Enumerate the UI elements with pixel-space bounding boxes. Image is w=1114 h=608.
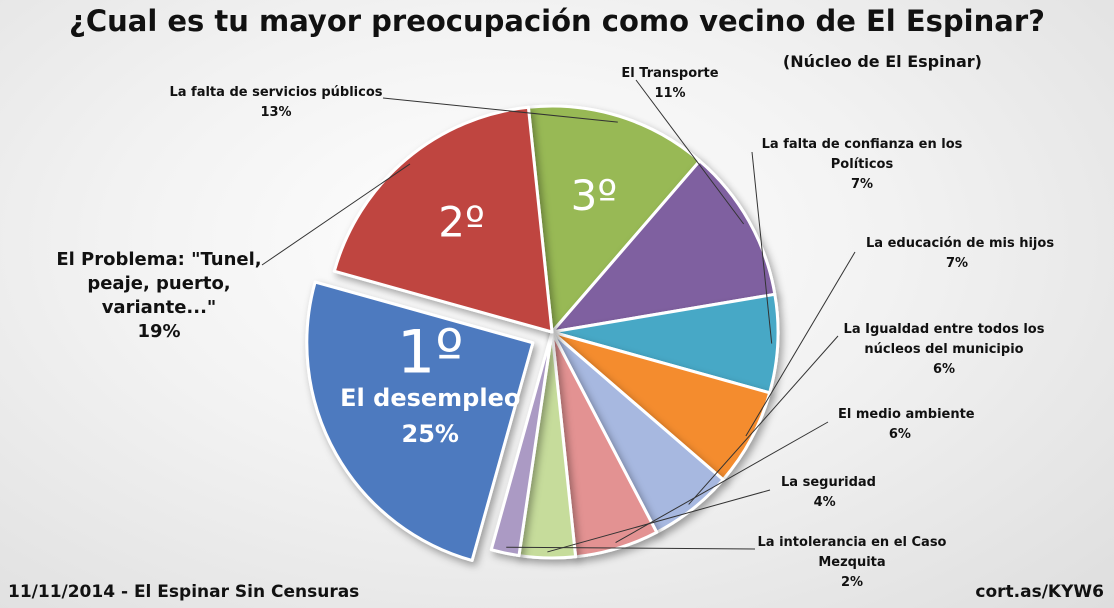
slice-rank-label: 1º: [397, 317, 463, 387]
slice-value-label: 6%: [933, 362, 955, 377]
slice-value-label: 2%: [841, 575, 863, 590]
slice-category-label: El Transporte: [621, 66, 718, 81]
slice-value-label: 13%: [260, 105, 291, 120]
leader-line: [261, 163, 411, 266]
leader-line: [688, 335, 839, 505]
slice-label: La falta de servicios públicos 13%: [169, 85, 382, 120]
leader-line: [382, 97, 618, 123]
leader-line: [506, 546, 756, 550]
slice-category-label: La falta de confianza en los: [762, 137, 963, 152]
leader-line: [751, 151, 773, 344]
slice-value-label: 19%: [137, 321, 180, 342]
slice-value-label: 7%: [851, 177, 873, 192]
slice-category-label: La intolerancia en el Caso: [758, 535, 947, 550]
slice-rank-label: 3º: [571, 171, 618, 220]
slice-label: El medio ambiente 6%: [838, 407, 975, 442]
slice-category-label: La falta de servicios públicos: [169, 85, 382, 100]
chart-title: ¿Cual es tu mayor preocupación como veci…: [69, 4, 1045, 38]
slice-category-label: La educación de mis hijos: [866, 236, 1054, 251]
leader-line: [615, 421, 829, 544]
slice-category-label: La Igualdad entre todos los: [844, 322, 1045, 337]
pie-slice-9: [332, 105, 554, 334]
slice-category-label: variante...": [102, 297, 217, 318]
footer-date-source: 11/11/2014 - El Espinar Sin Censuras: [8, 582, 360, 602]
slice-label: La seguridad 4%: [781, 475, 876, 510]
slice-value-label: 11%: [654, 86, 685, 101]
slice-category-label: El medio ambiente: [838, 407, 975, 422]
slice-category-label: Mezquita: [818, 555, 885, 570]
slice-value-label: 7%: [946, 256, 968, 271]
pie-slice-0: [526, 104, 702, 334]
pie-slice-1: [550, 159, 777, 334]
pie-slice-8: [305, 280, 535, 562]
slice-category-label: El Problema: "Tunel,: [56, 249, 261, 270]
chart-subtitle: (Núcleo de El Espinar): [782, 52, 982, 71]
slice-rank-label: 2º: [438, 197, 485, 246]
slice-label: La intolerancia en el Caso Mezquita 2%: [758, 535, 947, 590]
leader-line: [635, 79, 745, 225]
slice-label: La falta de confianza en los Políticos 7%: [762, 137, 963, 192]
slice-category-label: Políticos: [831, 157, 894, 172]
pie-slice-7: [489, 330, 554, 558]
slice-category-label: La seguridad: [781, 475, 876, 490]
slice-value-label: 4%: [814, 495, 836, 510]
slice-label: El Transporte 11%: [621, 66, 718, 101]
slice-category-label: peaje, puerto,: [87, 273, 230, 294]
slice-category-label: núcleos del municipio: [864, 342, 1023, 357]
slice-label: El Problema: "Tunel, peaje, puerto, varian…: [56, 249, 261, 342]
slice-label: La educación de mis hijos 7%: [866, 236, 1054, 271]
footer-short-url: cort.as/KYW6: [975, 582, 1104, 602]
slice-value-label: 25%: [402, 420, 459, 448]
slice-label: La Igualdad entre todos los núcleos del m…: [844, 322, 1045, 377]
slice-value-label: 6%: [889, 427, 911, 442]
leader-line: [745, 251, 856, 437]
slice-category-label: El desempleo: [340, 384, 520, 412]
leader-line: [547, 489, 771, 553]
